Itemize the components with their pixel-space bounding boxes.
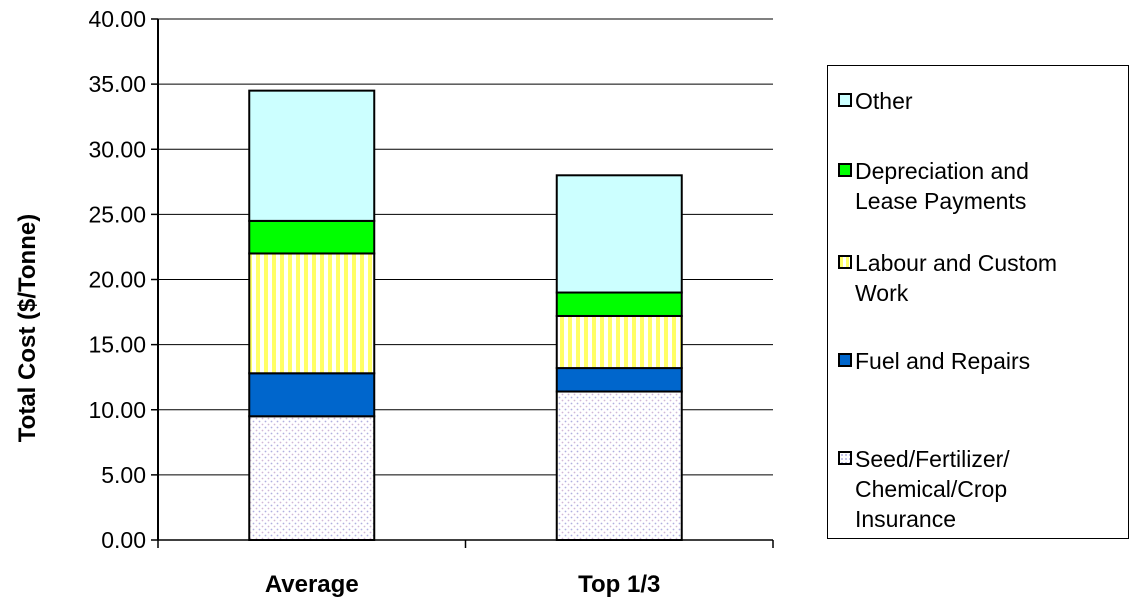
y-tick-label: 25.00 xyxy=(88,201,146,227)
y-tick-label: 5.00 xyxy=(101,462,146,488)
y-tick-label: 20.00 xyxy=(88,267,146,293)
bar-top-1-3-fuel-and-repairs xyxy=(555,367,683,393)
y-tick-label: 30.00 xyxy=(88,136,146,162)
bar-average-seed-fertilizer-chemical-crop-insurance xyxy=(248,415,376,542)
legend-label: Labour and Custom Work xyxy=(855,250,1058,306)
bar-top-1-3-seed-fertilizer-chemical-crop-insurance xyxy=(555,390,683,542)
legend-item-fuel-and-repairs: Fuel and Repairs xyxy=(838,346,1030,376)
y-tick-labels: 0.00 5.00 10.00 15.00 20.00 25.00 30.00 35.00 40… xyxy=(88,6,146,553)
bar-average-other xyxy=(248,89,376,222)
bar-average-depreciation-and-lease-payments xyxy=(248,219,376,255)
legend-swatch xyxy=(838,255,852,269)
legend-swatch xyxy=(838,163,852,177)
y-tick-label: 0.00 xyxy=(101,527,146,553)
legend-label: Seed/Fertilizer/ Chemical/Crop Insurance xyxy=(855,446,1010,532)
axes xyxy=(157,19,774,548)
bar-top-1-3-depreciation-and-lease-payments xyxy=(555,291,683,317)
legend: Other Depreciation and Lease Payments Labo… xyxy=(827,65,1129,539)
legend-swatch xyxy=(838,451,852,465)
legend-item-seed-fertilizer-chemical-crop-insurance: Seed/Fertilizer/ Chemical/Crop Insurance xyxy=(838,444,1010,534)
legend-label: Fuel and Repairs xyxy=(855,348,1031,374)
legend-swatch xyxy=(838,93,852,107)
y-tick-label: 35.00 xyxy=(88,71,146,97)
legend-label: Depreciation and Lease Payments xyxy=(855,158,1029,214)
legend-item-depreciation-and-lease-payments: Depreciation and Lease Payments xyxy=(838,156,1029,216)
bars xyxy=(248,89,683,542)
bar-average-fuel-and-repairs xyxy=(248,372,376,418)
bar-top-1-3-other xyxy=(555,174,683,294)
legend-item-other: Other xyxy=(838,86,913,116)
y-tick-label: 15.00 xyxy=(88,332,146,358)
bar-top-1-3-labour-and-custom-work xyxy=(555,314,683,370)
x-tick-labels: Average Top 1/3 xyxy=(265,571,661,598)
bar-average-labour-and-custom-work xyxy=(248,252,376,375)
legend-item-labour-and-custom-work: Labour and Custom Work xyxy=(838,248,1057,308)
x-tick-label: Top 1/3 xyxy=(578,571,660,598)
legend-label: Other xyxy=(855,88,913,114)
y-axis-label: Total Cost ($/Tonne) xyxy=(14,213,41,443)
x-tick-label: Average xyxy=(265,571,359,598)
legend-swatch xyxy=(838,353,852,367)
y-tick-label: 10.00 xyxy=(88,397,146,423)
y-tick-label: 40.00 xyxy=(88,6,146,32)
